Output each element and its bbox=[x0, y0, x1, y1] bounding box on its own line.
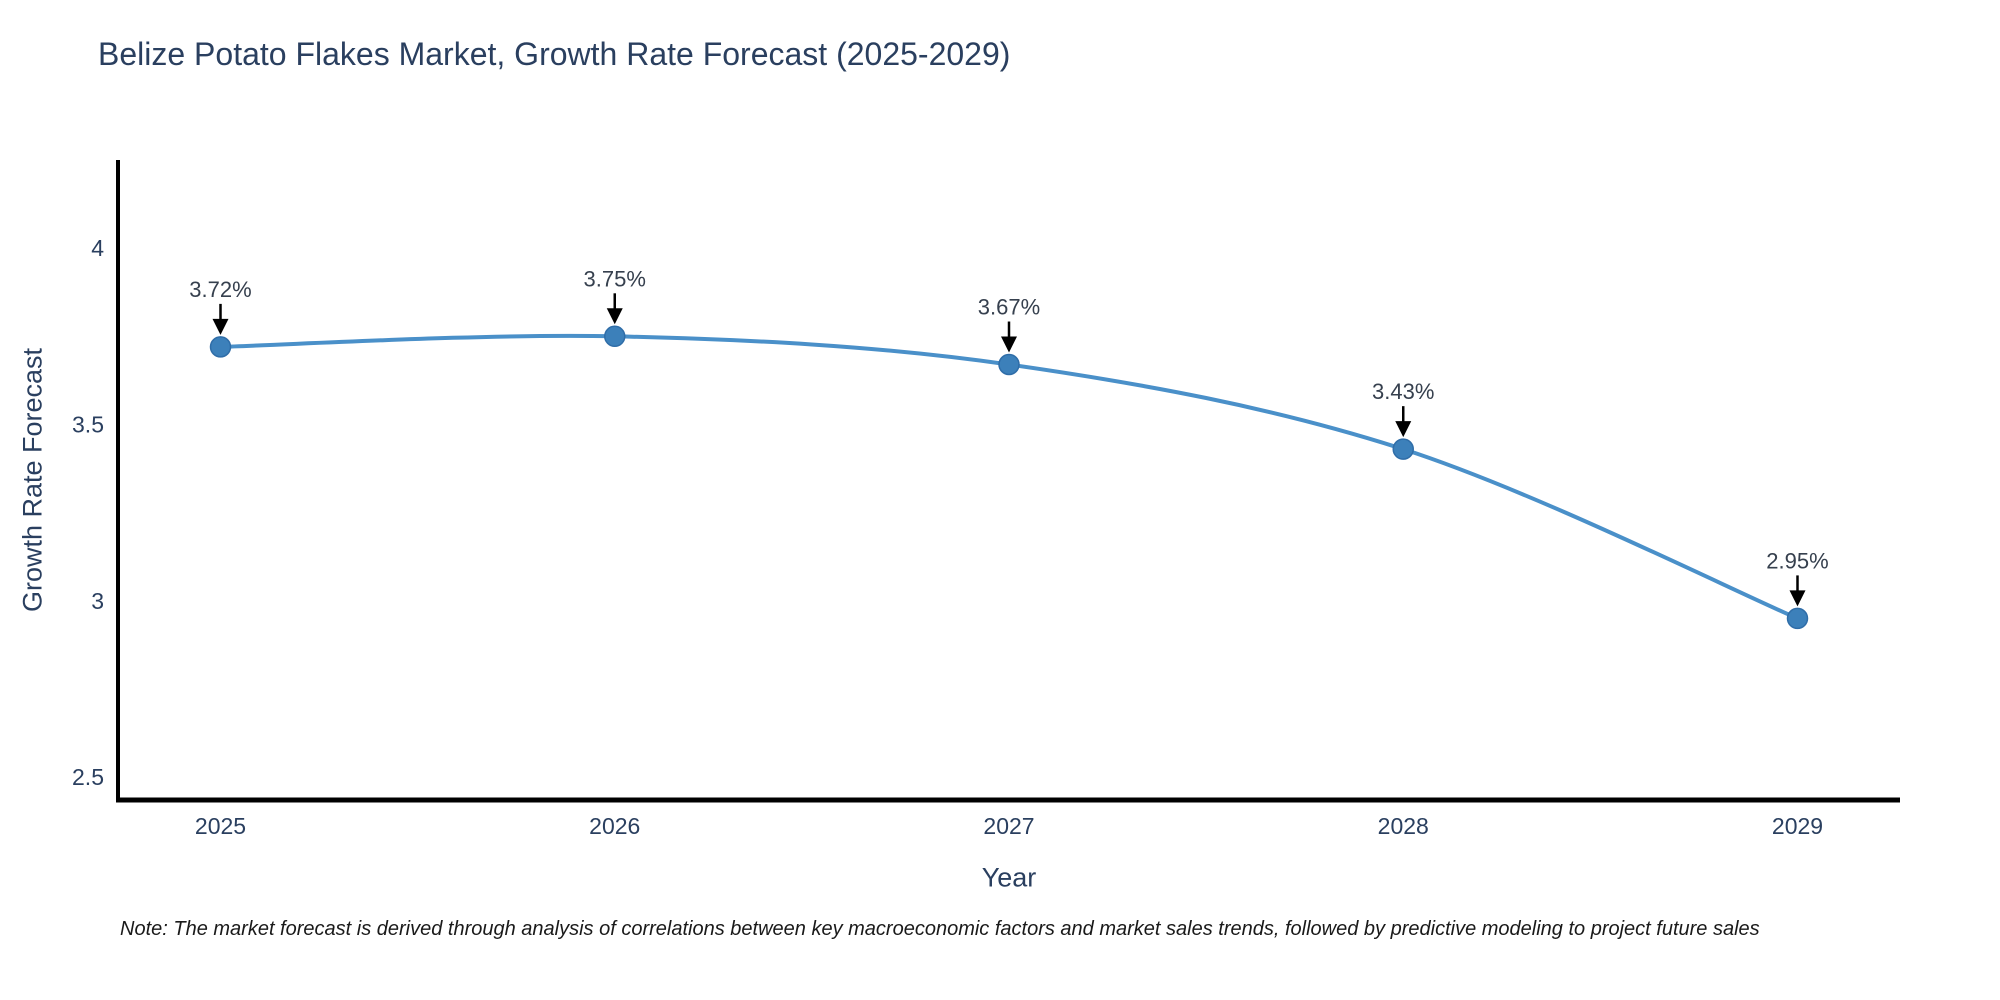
data-point-label: 3.67% bbox=[978, 295, 1040, 320]
annotation-arrowhead bbox=[606, 308, 623, 325]
footnote: Note: The market forecast is derived thr… bbox=[120, 918, 1760, 940]
annotation-arrowhead bbox=[1001, 336, 1017, 353]
data-point-label: 3.43% bbox=[1372, 379, 1434, 404]
data-point-marker bbox=[1786, 607, 1809, 630]
data-point-label: 2.95% bbox=[1766, 548, 1828, 573]
annotation-arrowhead bbox=[1395, 421, 1412, 438]
data-point-marker bbox=[1392, 438, 1414, 460]
data-point-label: 3.75% bbox=[584, 266, 646, 291]
x-tick-label: 2027 bbox=[983, 813, 1034, 839]
x-tick-label: 2026 bbox=[589, 813, 640, 839]
data-point-marker bbox=[604, 325, 626, 348]
chart-title: Belize Potato Flakes Market, Growth Rate… bbox=[98, 36, 1011, 72]
x-tick-label: 2025 bbox=[195, 813, 246, 839]
data-point-label: 3.72% bbox=[189, 277, 251, 302]
y-tick-label: 2.5 bbox=[72, 764, 104, 790]
x-tick-label: 2028 bbox=[1378, 813, 1429, 839]
data-point-marker bbox=[998, 353, 1020, 376]
annotation-arrowhead bbox=[212, 318, 229, 335]
y-tick-label: 3.5 bbox=[72, 411, 104, 437]
forecast-line bbox=[218, 333, 1800, 621]
x-axis-title: Year bbox=[981, 862, 1037, 893]
annotation-arrowhead bbox=[1789, 590, 1806, 607]
data-point-marker bbox=[209, 336, 232, 358]
y-tick-label: 3 bbox=[91, 588, 104, 614]
x-tick-label: 2029 bbox=[1772, 813, 1823, 839]
y-tick-label: 4 bbox=[91, 235, 104, 261]
